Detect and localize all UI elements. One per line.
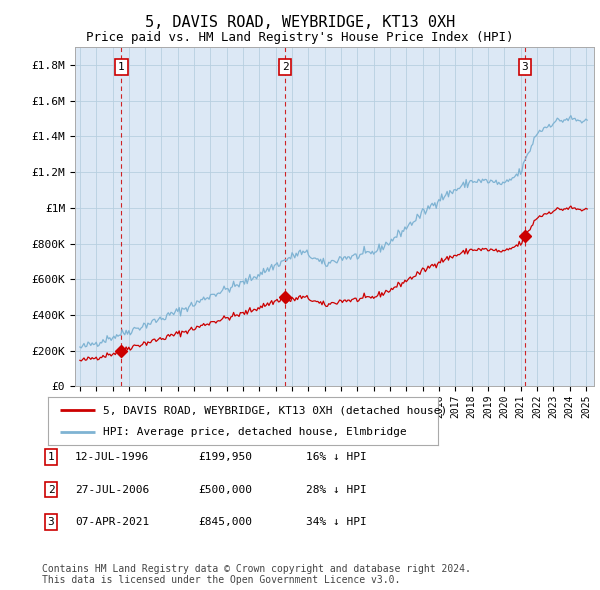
Text: £199,950: £199,950 [198,453,252,462]
Text: 1: 1 [47,453,55,462]
Text: HPI: Average price, detached house, Elmbridge: HPI: Average price, detached house, Elmb… [103,427,406,437]
Text: 3: 3 [521,62,529,72]
Text: 12-JUL-1996: 12-JUL-1996 [75,453,149,462]
Text: 2: 2 [281,62,289,72]
Text: 27-JUL-2006: 27-JUL-2006 [75,485,149,494]
Text: £500,000: £500,000 [198,485,252,494]
Text: 1: 1 [118,62,125,72]
Text: Price paid vs. HM Land Registry's House Price Index (HPI): Price paid vs. HM Land Registry's House … [86,31,514,44]
Text: 5, DAVIS ROAD, WEYBRIDGE, KT13 0XH (detached house): 5, DAVIS ROAD, WEYBRIDGE, KT13 0XH (deta… [103,405,447,415]
Text: Contains HM Land Registry data © Crown copyright and database right 2024.
This d: Contains HM Land Registry data © Crown c… [42,563,471,585]
Text: 2: 2 [47,485,55,494]
Text: 34% ↓ HPI: 34% ↓ HPI [306,517,367,527]
Text: 28% ↓ HPI: 28% ↓ HPI [306,485,367,494]
Text: 16% ↓ HPI: 16% ↓ HPI [306,453,367,462]
Text: 07-APR-2021: 07-APR-2021 [75,517,149,527]
Text: 5, DAVIS ROAD, WEYBRIDGE, KT13 0XH: 5, DAVIS ROAD, WEYBRIDGE, KT13 0XH [145,15,455,30]
Text: 3: 3 [47,517,55,527]
Text: £845,000: £845,000 [198,517,252,527]
